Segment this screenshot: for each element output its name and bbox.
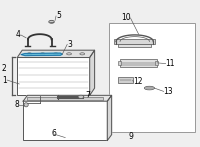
Text: 3: 3 — [67, 40, 72, 49]
Ellipse shape — [144, 86, 154, 90]
Bar — [23, 101, 107, 141]
Text: 8: 8 — [14, 100, 19, 109]
Text: 5: 5 — [56, 11, 61, 20]
Text: 10: 10 — [121, 13, 130, 22]
Polygon shape — [17, 57, 90, 95]
Ellipse shape — [80, 53, 85, 55]
Text: 6: 6 — [51, 129, 56, 138]
Ellipse shape — [78, 95, 84, 98]
Bar — [118, 44, 151, 47]
Text: 1: 1 — [2, 76, 7, 85]
Text: 12: 12 — [133, 77, 143, 86]
Ellipse shape — [53, 53, 58, 55]
Text: 9: 9 — [129, 132, 134, 141]
Bar — [120, 59, 157, 67]
Bar — [114, 39, 155, 44]
Polygon shape — [17, 50, 95, 57]
Text: 2: 2 — [1, 64, 6, 73]
Bar — [118, 77, 133, 83]
Polygon shape — [21, 53, 62, 56]
Ellipse shape — [40, 53, 45, 55]
Bar — [27, 97, 103, 100]
Polygon shape — [23, 95, 112, 101]
Bar — [118, 61, 121, 66]
Ellipse shape — [24, 103, 28, 107]
Bar — [155, 61, 158, 66]
Ellipse shape — [49, 20, 54, 23]
Text: 4: 4 — [16, 30, 21, 39]
Text: 7: 7 — [85, 91, 90, 100]
Polygon shape — [107, 95, 112, 141]
Polygon shape — [90, 50, 95, 95]
Bar — [109, 22, 195, 132]
Ellipse shape — [27, 53, 32, 55]
Text: 11: 11 — [166, 59, 175, 68]
Ellipse shape — [67, 53, 71, 55]
Text: 13: 13 — [164, 87, 173, 96]
